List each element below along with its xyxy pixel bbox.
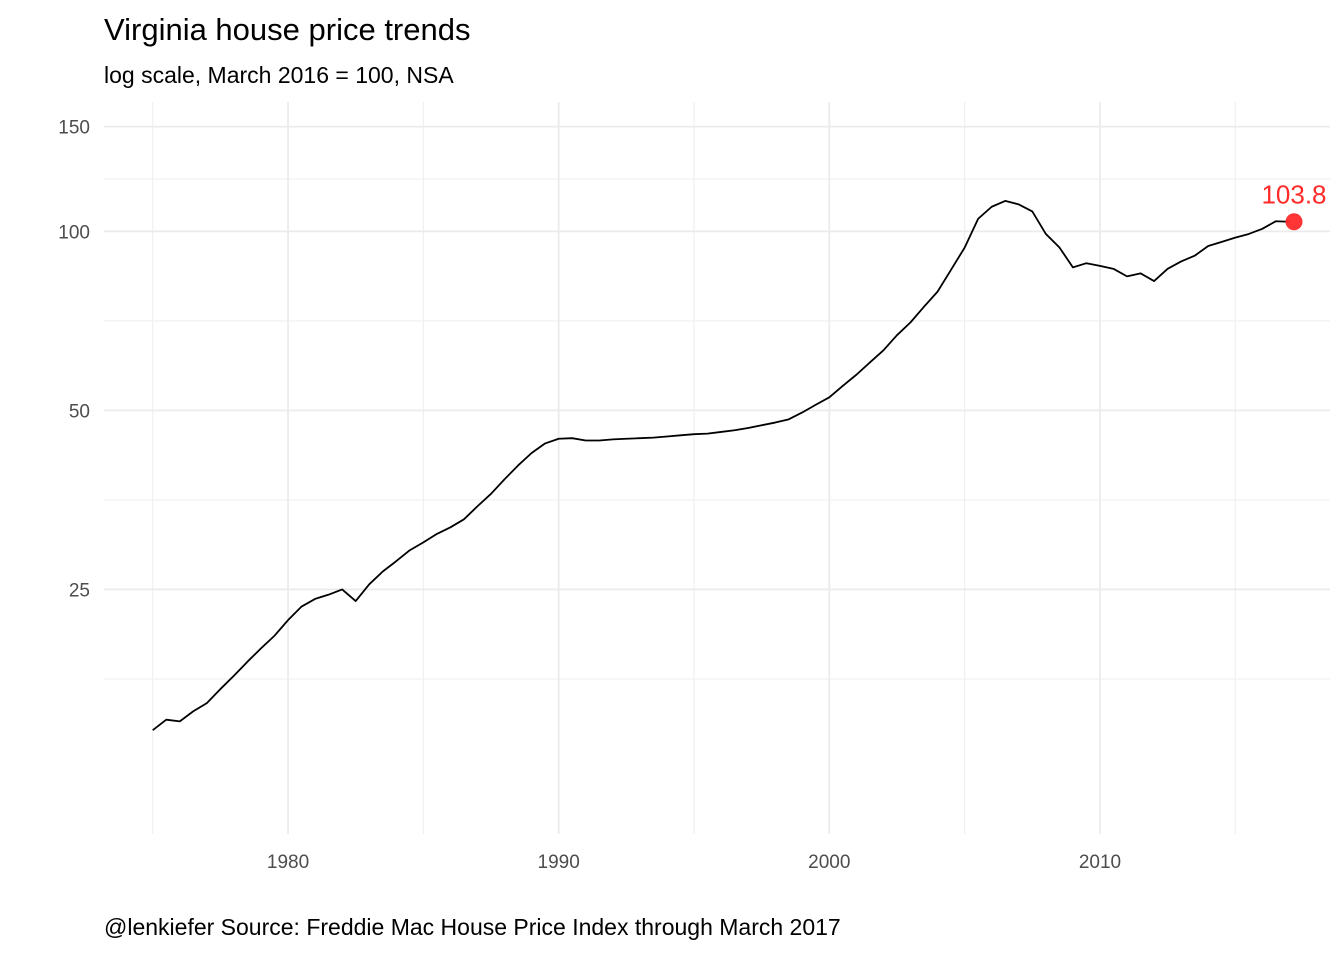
x-tick-label: 1990: [538, 852, 580, 873]
series-line: [152, 200, 1290, 731]
y-tick-label: 100: [58, 222, 90, 243]
chart-subtitle: log scale, March 2016 = 100, NSA: [104, 62, 454, 88]
highlight-label: 103.8: [1261, 180, 1326, 210]
y-tick-label: 50: [69, 401, 90, 422]
x-tick-label: 1980: [267, 852, 309, 873]
x-tick-label: 2000: [808, 852, 850, 873]
highlight-point: [1285, 213, 1303, 231]
y-tick-label: 25: [69, 580, 90, 601]
chart-title: Virginia house price trends: [104, 12, 471, 47]
y-tick-label: 150: [58, 118, 90, 139]
chart-caption: @lenkiefer Source: Freddie Mac House Pri…: [104, 914, 841, 940]
x-tick-label: 2010: [1079, 852, 1121, 873]
